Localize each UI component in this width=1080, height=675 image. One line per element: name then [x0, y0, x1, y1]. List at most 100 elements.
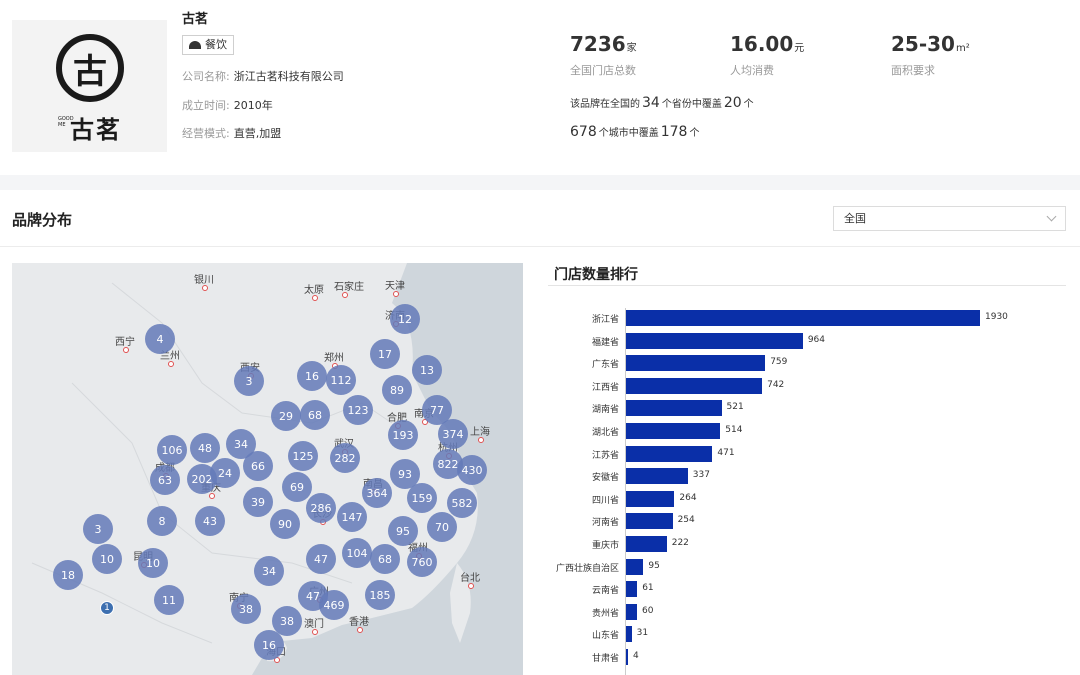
- map-store-bubble[interactable]: 104: [342, 538, 372, 568]
- map-store-bubble[interactable]: 286: [306, 493, 336, 523]
- city-marker: [209, 493, 215, 499]
- map-store-bubble[interactable]: 47: [306, 544, 336, 574]
- coverage-city-covered: 178: [660, 124, 688, 140]
- map-store-bubble[interactable]: 582: [447, 488, 477, 518]
- ranking-bar[interactable]: [626, 332, 803, 349]
- city-marker: [357, 627, 363, 633]
- ranking-bar[interactable]: [626, 603, 637, 620]
- map-store-bubble[interactable]: 106: [157, 435, 187, 465]
- city-marker: [468, 583, 474, 589]
- city-label: 兰州: [160, 351, 180, 362]
- region-select[interactable]: 全国: [833, 206, 1066, 231]
- coverage-province-covered: 20: [723, 95, 742, 111]
- map-store-bubble[interactable]: 38: [231, 594, 261, 624]
- city-marker: [312, 629, 318, 635]
- ranking-bar[interactable]: [626, 355, 766, 372]
- ranking-bar[interactable]: [626, 377, 763, 394]
- map-store-bubble[interactable]: 38: [272, 606, 302, 636]
- ranking-bar[interactable]: [626, 513, 673, 530]
- map-store-bubble[interactable]: 3: [83, 514, 113, 544]
- map-store-bubble[interactable]: 159: [407, 483, 437, 513]
- map-store-bubble[interactable]: 16: [297, 361, 327, 391]
- bar-category-label: 甘肃省: [591, 654, 619, 664]
- map-store-bubble[interactable]: 39: [243, 487, 273, 517]
- logo-small-text: GOOD ME: [58, 116, 74, 128]
- bar-category-label: 贵州省: [591, 608, 619, 619]
- map-store-bubble[interactable]: 70: [427, 512, 457, 542]
- bar-category-label: 广西壮族自治区: [555, 563, 619, 574]
- region-select-value: 全国: [844, 212, 866, 225]
- map-store-bubble[interactable]: 34: [254, 556, 284, 586]
- map-store-bubble[interactable]: 193: [388, 420, 418, 450]
- bar-category-label: 重庆市: [591, 541, 619, 551]
- map-store-bubble[interactable]: 125: [288, 441, 318, 471]
- city-label: 合肥: [387, 413, 407, 424]
- map-store-bubble[interactable]: 90: [270, 509, 300, 539]
- company-row: 公司名称: 浙江古茗科技有限公司: [182, 68, 344, 84]
- ranking-bar[interactable]: [626, 310, 980, 326]
- map-store-bubble[interactable]: 29: [271, 401, 301, 431]
- company-label: 公司名称:: [182, 70, 230, 83]
- ranking-bar[interactable]: [626, 445, 713, 462]
- ranking-bar[interactable]: [626, 558, 644, 575]
- map-store-bubble[interactable]: 24: [210, 458, 240, 488]
- distribution-title: 品牌分布: [12, 211, 73, 229]
- map-store-bubble[interactable]: 1: [100, 601, 114, 615]
- logo-wordmark: 古茗: [70, 116, 122, 144]
- map-store-bubble[interactable]: 13: [412, 355, 442, 385]
- ranking-bar[interactable]: [626, 536, 667, 552]
- store-map[interactable]: 银川太原石家庄天津西宁兰州西安郑州济南合肥南京上海武汉成都重庆南昌杭州长沙福州昆…: [12, 263, 523, 675]
- map-store-bubble[interactable]: 10: [92, 544, 122, 574]
- map-store-bubble[interactable]: 469: [319, 590, 349, 620]
- map-store-bubble[interactable]: 69: [282, 472, 312, 502]
- bar-value-label: 4: [633, 651, 639, 661]
- city-label: 澳门: [304, 619, 324, 630]
- bar-category-label: 浙江省: [591, 315, 619, 325]
- bar-value-label: 222: [671, 538, 689, 548]
- map-store-bubble[interactable]: 147: [337, 502, 367, 532]
- map-store-bubble[interactable]: 364: [362, 478, 392, 508]
- map-store-bubble[interactable]: 89: [382, 375, 412, 405]
- map-store-bubble[interactable]: 16: [254, 630, 284, 660]
- stat-spend-value: 16.00: [730, 32, 794, 56]
- map-store-bubble[interactable]: 430: [457, 455, 487, 485]
- map-store-bubble[interactable]: 760: [407, 547, 437, 577]
- founded-label: 成立时间:: [182, 99, 230, 112]
- category-tag[interactable]: 餐饮: [182, 35, 234, 55]
- city-label: 香港: [349, 617, 369, 628]
- ranking-bar[interactable]: [626, 468, 688, 485]
- map-store-bubble[interactable]: 12: [390, 304, 420, 334]
- city-label: 上海: [470, 427, 490, 438]
- ranking-bar[interactable]: [626, 423, 721, 439]
- bar-value-label: 759: [770, 357, 788, 368]
- bar-category-label: 河南省: [591, 518, 619, 529]
- map-store-bubble[interactable]: 10: [138, 548, 168, 578]
- map-store-bubble[interactable]: 68: [300, 400, 330, 430]
- map-store-bubble[interactable]: 18: [53, 560, 83, 590]
- map-store-bubble[interactable]: 48: [190, 433, 220, 463]
- divider: [0, 246, 1080, 247]
- map-store-bubble[interactable]: 112: [326, 365, 356, 395]
- map-store-bubble[interactable]: 282: [330, 443, 360, 473]
- map-store-bubble[interactable]: 95: [388, 516, 418, 546]
- city-marker: [123, 347, 129, 353]
- map-store-bubble[interactable]: 8: [147, 506, 177, 536]
- ranking-bar[interactable]: [626, 400, 722, 417]
- map-store-bubble[interactable]: 4: [145, 324, 175, 354]
- map-store-bubble[interactable]: 3: [234, 366, 264, 396]
- map-store-bubble[interactable]: 11: [154, 585, 184, 615]
- map-store-bubble[interactable]: 63: [150, 465, 180, 495]
- map-store-bubble[interactable]: 68: [370, 544, 400, 574]
- ranking-bar[interactable]: [626, 581, 638, 598]
- map-store-bubble[interactable]: 123: [343, 395, 373, 425]
- map-store-bubble[interactable]: 185: [365, 580, 395, 610]
- city-marker: [393, 291, 399, 297]
- ranking-bar[interactable]: [626, 626, 632, 643]
- map-store-bubble[interactable]: 43: [195, 506, 225, 536]
- ranking-bar[interactable]: [626, 649, 628, 665]
- map-store-bubble[interactable]: 374: [438, 419, 468, 449]
- bar-category-label: 湖北省: [591, 428, 619, 438]
- map-store-bubble[interactable]: 17: [370, 339, 400, 369]
- map-store-bubble[interactable]: 66: [243, 451, 273, 481]
- ranking-bar[interactable]: [626, 490, 675, 507]
